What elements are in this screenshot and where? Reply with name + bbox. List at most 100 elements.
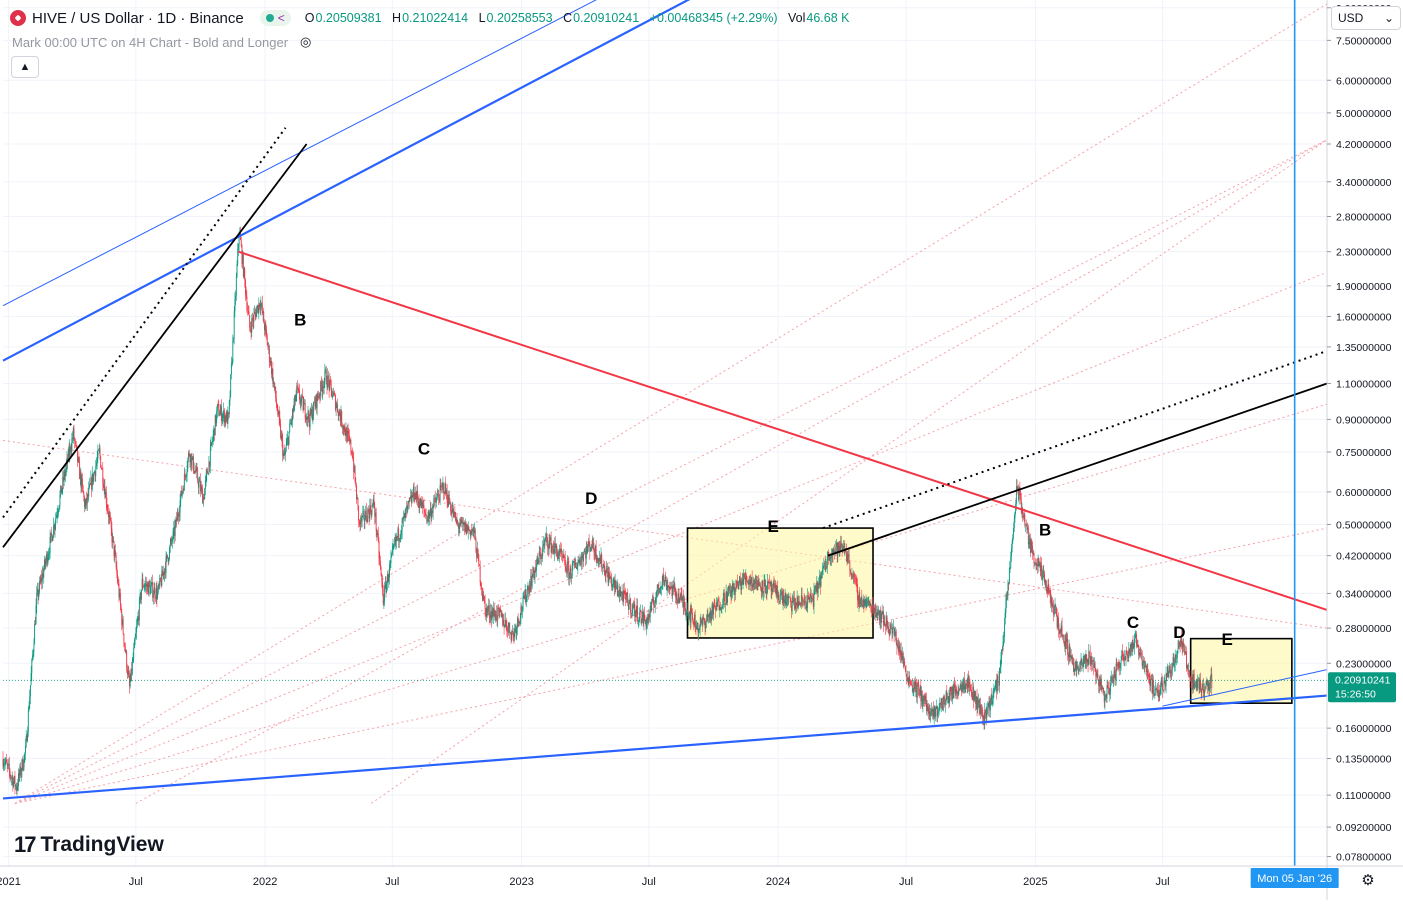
- candle: [1141, 653, 1143, 666]
- candle: [516, 617, 518, 628]
- candle: [954, 687, 956, 694]
- candle: [660, 587, 662, 589]
- candle: [737, 585, 739, 589]
- candle: [876, 612, 878, 616]
- candle: [65, 464, 67, 471]
- candle: [1148, 674, 1149, 677]
- candle: [394, 536, 396, 545]
- chevron-down-icon: ⌄: [1383, 11, 1394, 25]
- candle: [1126, 653, 1128, 657]
- candle: [637, 620, 639, 622]
- candle: [1201, 687, 1203, 693]
- candle: [185, 474, 187, 477]
- candle: [706, 620, 707, 622]
- candle: [1140, 652, 1142, 655]
- candle: [1035, 563, 1037, 565]
- tradingview-mark-icon: 17: [14, 832, 37, 857]
- candle: [479, 565, 481, 583]
- candle: [891, 629, 893, 634]
- candle: [874, 607, 876, 611]
- candle: [382, 589, 384, 604]
- candle: [393, 544, 395, 546]
- candle: [951, 690, 953, 700]
- candle: [522, 596, 524, 610]
- candle: [673, 584, 675, 589]
- candle: [718, 601, 720, 611]
- candle: [1172, 657, 1174, 664]
- candle: [351, 451, 353, 454]
- candle: [171, 540, 173, 542]
- market-status-pill[interactable]: <: [259, 10, 291, 26]
- candle: [143, 586, 145, 588]
- candle: [44, 559, 45, 570]
- candle: [57, 512, 59, 515]
- candle: [751, 577, 753, 586]
- tradingview-logo[interactable]: 17 TradingView: [14, 832, 164, 858]
- candle: [593, 548, 595, 553]
- candle: [959, 685, 961, 691]
- candle: [183, 473, 185, 491]
- candle: [561, 549, 563, 556]
- candle: [629, 598, 631, 604]
- candle: [1105, 694, 1107, 699]
- candle: [400, 534, 402, 539]
- candle: [722, 593, 724, 606]
- indicator-legend[interactable]: Mark 00:00 UTC on 4H Chart - Bold and Lo…: [12, 34, 311, 50]
- candle: [406, 506, 408, 510]
- candle: [311, 408, 313, 420]
- candle: [124, 643, 126, 647]
- symbol-title[interactable]: HIVE / US Dollar · 1D · Binance: [32, 9, 244, 27]
- candle: [22, 759, 24, 770]
- settings-gear-icon[interactable]: ⚙: [1361, 872, 1375, 889]
- candle: [358, 505, 360, 521]
- trend-line-black-dotted: [822, 349, 1328, 530]
- candle: [74, 441, 76, 442]
- candle: [475, 539, 477, 553]
- y-tick-label: 6.00000000: [1336, 75, 1392, 87]
- hide-eye-icon[interactable]: ◎: [300, 34, 312, 49]
- candle: [704, 622, 706, 629]
- candle: [984, 709, 986, 725]
- collapse-legend-button[interactable]: ▲: [11, 56, 39, 78]
- candle: [925, 700, 927, 711]
- candle: [1081, 658, 1083, 665]
- candle: [592, 538, 594, 549]
- candle: [851, 575, 853, 577]
- candle: [72, 438, 74, 439]
- candle: [945, 691, 947, 703]
- candle: [162, 570, 163, 576]
- fib-fan-line: [2, 439, 1328, 629]
- candle: [1123, 657, 1125, 660]
- candle: [1152, 679, 1154, 693]
- candle: [594, 552, 596, 557]
- candle: [1133, 639, 1135, 648]
- candle: [378, 541, 380, 559]
- candle: [1044, 573, 1045, 583]
- candle: [514, 627, 516, 629]
- candle: [237, 248, 239, 265]
- candle: [209, 461, 211, 467]
- candle: [531, 575, 532, 587]
- candle: [774, 586, 776, 588]
- candle: [767, 581, 769, 583]
- candle: [62, 476, 64, 482]
- candle: [786, 596, 788, 602]
- candle: [689, 611, 691, 616]
- candle: [417, 490, 419, 500]
- candle: [84, 505, 86, 508]
- currency-select[interactable]: USD ⌄: [1331, 6, 1401, 30]
- candle: [161, 570, 163, 586]
- candle: [504, 626, 506, 628]
- candle: [162, 572, 164, 576]
- candle: [69, 446, 71, 457]
- candle: [640, 610, 642, 623]
- candle: [1157, 689, 1159, 694]
- candle: [701, 622, 703, 625]
- candle: [980, 704, 981, 715]
- candle: [377, 533, 379, 536]
- candle: [457, 522, 459, 524]
- candle: [841, 547, 843, 551]
- candle: [401, 518, 403, 531]
